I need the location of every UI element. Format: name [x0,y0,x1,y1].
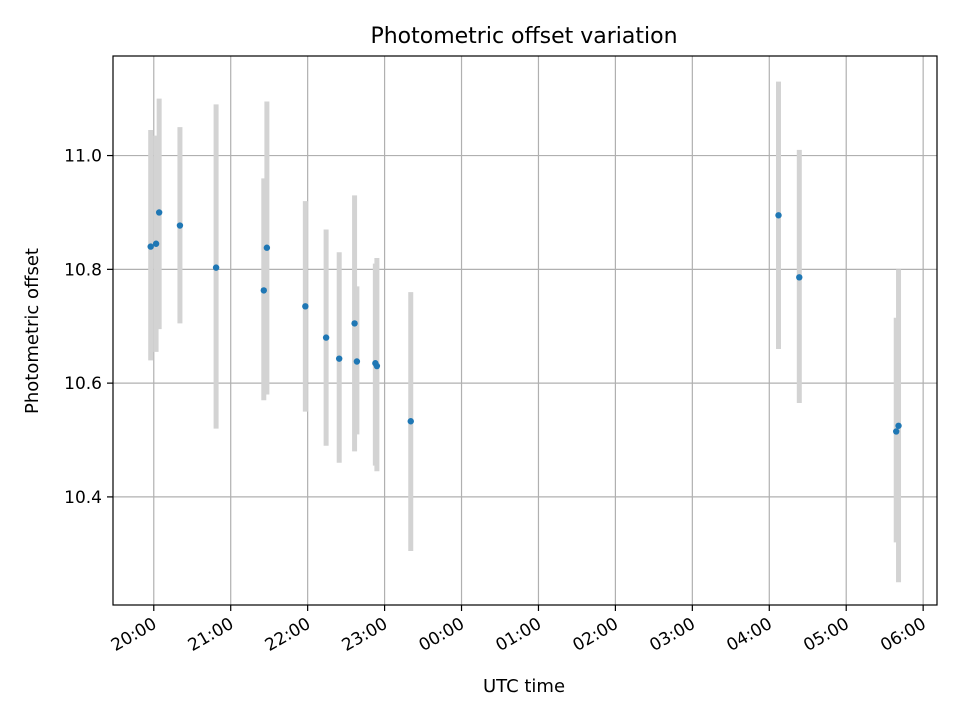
y-axis-label: Photometric offset [22,248,43,414]
data-point [152,240,160,247]
y-tick-label: 10.6 [64,374,102,394]
data-point [260,287,267,294]
data-point [796,274,803,281]
data-point [407,418,414,425]
y-tick-label: 11.0 [64,147,102,167]
data-point [212,264,220,271]
data-point [895,422,902,429]
data-point [176,222,184,229]
y-axis-ticks: 10.4 10.6 10.8 11.0 [64,147,113,508]
x-axis-label: UTC time [483,676,565,697]
data-point [335,355,343,362]
chart-title: Photometric offset variation [370,24,677,49]
data-point [353,358,361,365]
data-point [373,362,381,370]
data-point [351,320,358,327]
y-tick-label: 10.8 [64,260,102,280]
y-tick-label: 10.4 [64,488,102,508]
data-point [893,428,900,435]
data-point [775,212,782,219]
data-point [322,334,330,341]
data-point [302,303,309,310]
data-points [147,209,902,435]
data-point [263,244,271,251]
plot-frame [112,55,938,606]
data-point [147,243,154,250]
data-point [155,209,163,216]
